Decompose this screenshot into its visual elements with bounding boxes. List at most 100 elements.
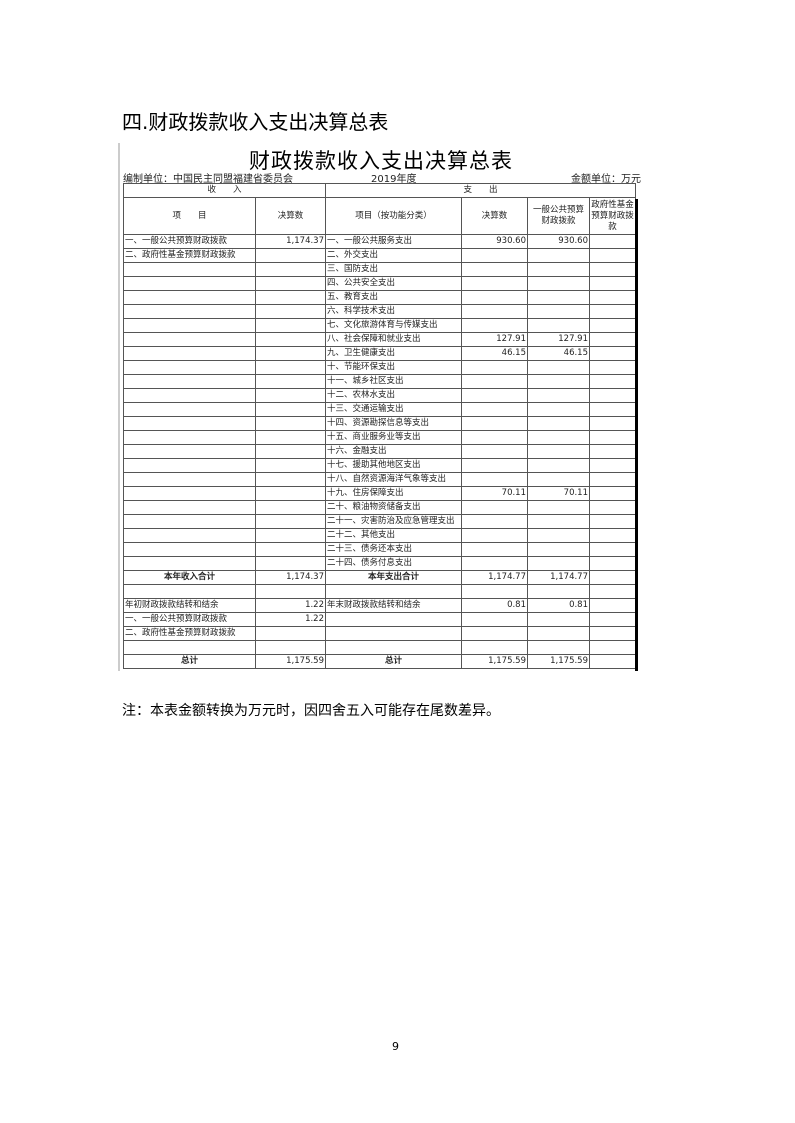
table-cell [527, 528, 590, 543]
table-cell [461, 444, 528, 459]
table-cell [123, 584, 256, 599]
table-cell [255, 626, 326, 641]
table-row: 二十三、债务还本支出 [123, 542, 636, 557]
table-title: 财政拨款收入支出决算总表 [249, 149, 513, 173]
table-cell: 1,175.59 [461, 654, 528, 669]
table-row: 七、文化旅游体育与传媒支出 [123, 318, 636, 333]
table-row: 十二、农林水支出 [123, 388, 636, 403]
table-cell [589, 290, 636, 305]
table-cell: 1,175.59 [527, 654, 590, 669]
table-cell: 二十一、灾害防治及应急管理支出 [325, 514, 462, 529]
table-cell [461, 248, 528, 263]
table-cell: 1,175.59 [255, 654, 326, 669]
table-cell: 十四、资源勘探信息等支出 [325, 416, 462, 431]
table-cell [255, 262, 326, 277]
table-cell [461, 318, 528, 333]
table-cell [255, 556, 326, 571]
table-cell [123, 332, 256, 347]
table-cell: 二、政府性基金预算财政拨款 [123, 626, 256, 641]
table-cell [589, 654, 636, 669]
org-label: 编制单位：中国民主同盟福建省委员会 [123, 174, 293, 185]
table-cell [255, 304, 326, 319]
table-cell [461, 556, 528, 571]
table-cell [527, 444, 590, 459]
table-cell [589, 570, 636, 585]
table-cell: 70.11 [527, 486, 590, 501]
table-row: 二十一、灾害防治及应急管理支出 [123, 514, 636, 529]
table-row: 二十二、其他支出 [123, 528, 636, 543]
table-cell [255, 584, 326, 599]
table-row: 六、科学技术支出 [123, 304, 636, 319]
table-cell [527, 360, 590, 375]
table-cell [589, 234, 636, 249]
table-cell [255, 332, 326, 347]
table-cell [527, 542, 590, 557]
balance-row: 一、一般公共预算财政拨款 1.22 [123, 612, 636, 627]
table-cell [123, 388, 256, 403]
table-cell [589, 514, 636, 529]
table-cell [461, 304, 528, 319]
table-cell [255, 360, 326, 375]
table-cell [255, 458, 326, 473]
table-cell [255, 290, 326, 305]
table-cell: 一、一般公共预算财政拨款 [123, 612, 256, 627]
table-cell: 二、外交支出 [325, 248, 462, 263]
table-cell [461, 514, 528, 529]
table-cell: 十二、农林水支出 [325, 388, 462, 403]
balance-row [123, 640, 636, 655]
table-cell [255, 514, 326, 529]
table-cell: 八、社会保障和就业支出 [325, 332, 462, 347]
table-cell [325, 584, 462, 599]
table-cell [461, 290, 528, 305]
table-cell [589, 528, 636, 543]
table-cell [589, 430, 636, 445]
footnote: 注：本表金额转换为万元时，因四舍五入可能存在尾数差异。 [122, 703, 500, 719]
table-cell [255, 346, 326, 361]
table-cell: 十六、金融支出 [325, 444, 462, 459]
table-cell [255, 640, 326, 655]
table-cell [527, 290, 590, 305]
table-cell [255, 416, 326, 431]
table-cell [461, 472, 528, 487]
table-cell [527, 374, 590, 389]
table-cell: 1,174.37 [255, 570, 326, 585]
table-cell: 930.60 [461, 234, 528, 249]
table-cell [527, 430, 590, 445]
table-cell [461, 458, 528, 473]
table-cell: 一、一般公共预算财政拨款 [123, 234, 256, 249]
table-cell [461, 388, 528, 403]
table-cell: 70.11 [461, 486, 528, 501]
table-cell [123, 402, 256, 417]
table-cell: 1.22 [255, 612, 326, 627]
table-cell [255, 542, 326, 557]
table-cell: 五、教育支出 [325, 290, 462, 305]
table-cell [527, 584, 590, 599]
table-row: 九、卫生健康支出 46.15 46.15 [123, 346, 636, 361]
table-cell [255, 248, 326, 263]
year-label: 2019年度 [371, 174, 417, 185]
unit-label: 金额单位：万元 [571, 174, 641, 185]
column-header: 决算数 [255, 197, 326, 235]
table-cell [123, 500, 256, 515]
table-cell [527, 416, 590, 431]
table-cell: 本年收入合计 [123, 570, 256, 585]
table-cell: 六、科学技术支出 [325, 304, 462, 319]
column-header: 项 目 [123, 197, 256, 235]
table-cell [527, 612, 590, 627]
table-cell [589, 612, 636, 627]
table-cell [527, 402, 590, 417]
table-cell [589, 584, 636, 599]
table-row: 十三、交通运输支出 [123, 402, 636, 417]
table-cell [589, 640, 636, 655]
table-cell: 二十三、债务还本支出 [325, 542, 462, 557]
table-cell [461, 430, 528, 445]
table-cell [461, 374, 528, 389]
table-cell: 127.91 [527, 332, 590, 347]
table-cell: 七、文化旅游体育与传媒支出 [325, 318, 462, 333]
income-group-header: 收 入 [123, 183, 326, 198]
table-cell: 一、一般公共服务支出 [325, 234, 462, 249]
expense-group-header: 支 出 [325, 183, 636, 198]
table-cell: 十五、商业服务业等支出 [325, 430, 462, 445]
table-cell [589, 402, 636, 417]
table-cell: 1,174.37 [255, 234, 326, 249]
